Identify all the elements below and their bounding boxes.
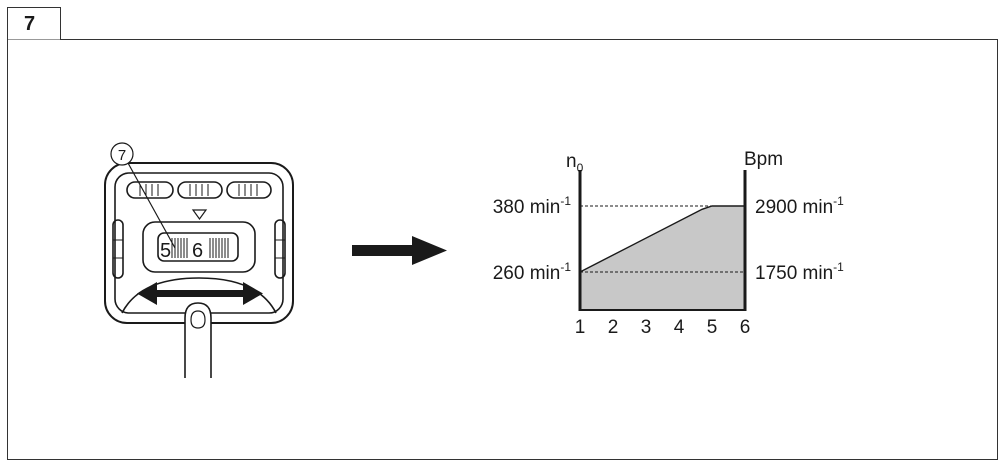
callout-circle: [110, 142, 134, 166]
right-tick-label-1750: 1750 min-1: [755, 260, 844, 284]
left-tick-label-260: 260 min-1: [493, 260, 572, 284]
figure-number: 7: [24, 13, 35, 35]
right-side-slot: [274, 219, 286, 279]
right-tick-label-2900: 2900 min-1: [755, 194, 844, 218]
callout-leader: [127, 162, 176, 249]
slide-double-arrow-icon: [137, 282, 263, 305]
series-line: [579, 205, 745, 273]
speed-chart: 1 2 3 4 5 6 n0 Bpm 380 min-1 260 min-1 2900 min-1 1…: [493, 149, 844, 338]
finger-icon: [184, 302, 212, 378]
x-tick-label: 6: [740, 317, 751, 338]
top-vents: [126, 181, 272, 199]
x-tick-label: 4: [674, 317, 685, 338]
x-tick-label: 5: [707, 317, 718, 338]
dial-digit-right: 6: [192, 240, 203, 262]
dial-recess: [142, 221, 256, 273]
left-side-slot: [112, 219, 124, 279]
figure-number-tab: [7, 7, 61, 40]
left-tick-label-380: 380 min-1: [493, 194, 572, 218]
x-tick-label: 3: [641, 317, 652, 338]
dial-window: [157, 232, 239, 262]
dial-wheel[interactable]: [171, 238, 229, 258]
thumb-recess: [121, 277, 277, 314]
dial-digit-left: 5: [160, 240, 171, 262]
callout-number: 7: [118, 147, 126, 164]
figure-frame: [7, 39, 998, 460]
left-axis-label: n0: [566, 151, 584, 175]
x-tick-label: 1: [575, 317, 586, 338]
dial-pointer-icon: [191, 209, 208, 221]
direction-arrow-icon: [352, 236, 447, 265]
area-fill: [580, 206, 745, 310]
right-axis-label: Bpm: [744, 149, 783, 170]
x-tick-label: 2: [608, 317, 619, 338]
